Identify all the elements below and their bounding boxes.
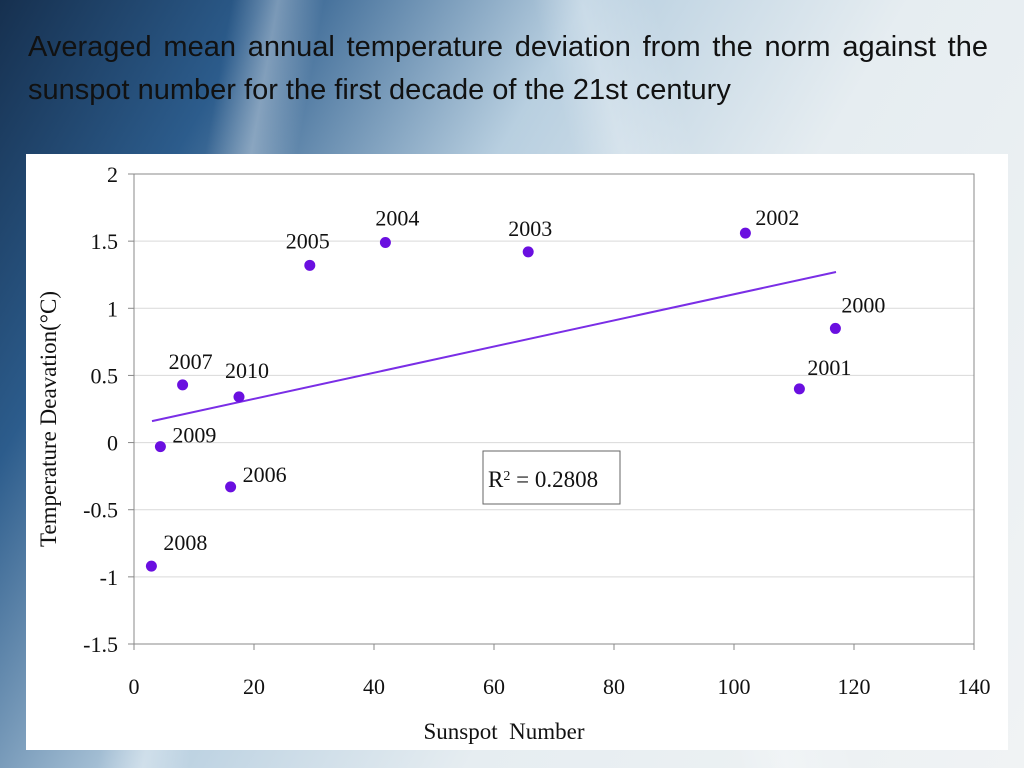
data-point-2001 [793,383,805,395]
point-label-2008: 2008 [163,530,207,555]
x-tick-label: 120 [838,674,871,699]
r-squared-label: R2 = 0.2808 [488,467,598,492]
scatter-chart: -1.5 -1 -0.5 0 0.5 1 1.5 2 0 20 40 60 80 100 120 140 2… [36,162,991,744]
point-label-2007: 2007 [169,349,213,374]
point-label-2002: 2002 [755,205,799,230]
data-points: 2000 2001 2002 2003 2004 2005 2006 2007 2008 2009… [145,205,885,572]
r-squared-annotation: R2 = 0.2808 [482,450,621,505]
y-axis-ticks: -1.5 -1 -0.5 0 0.5 1 1.5 2 [83,162,134,657]
data-point-2003 [522,246,534,258]
data-point-2008 [145,560,157,572]
y-tick-label: 0.5 [91,363,119,388]
r-squared-box [482,450,621,505]
y-tick-label: -1 [100,565,118,590]
point-label-2010: 2010 [225,358,269,383]
point-label-2001: 2001 [807,355,851,380]
x-tick-label: 100 [718,674,751,699]
point-label-2006: 2006 [243,462,287,487]
data-point-2010 [233,391,245,403]
slide-title: Averaged mean annual temperature deviati… [28,31,988,106]
data-point-2000 [829,322,841,334]
x-tick-label: 40 [363,674,385,699]
point-label-2005: 2005 [286,228,330,253]
data-point-2007 [177,379,189,391]
y-axis-label: Temperature Deavation(°C) [36,291,61,547]
point-label-2000: 2000 [841,292,885,317]
point-label-2009: 2009 [172,423,216,448]
r-squared-value: = 0.2808 [510,467,598,492]
x-tick-label: 140 [958,674,991,699]
data-point-2005 [304,259,316,271]
y-tick-label: 0 [107,431,118,456]
y-tick-label: 2 [107,162,118,187]
trendline [151,271,837,423]
data-point-2009 [154,441,166,453]
x-tick-label: 0 [129,674,140,699]
data-point-2004 [379,236,391,248]
r-squared-exponent: 2 [503,469,510,484]
y-tick-label: -1.5 [83,632,118,657]
x-axis-ticks: 0 20 40 60 80 100 120 140 [129,644,991,699]
x-tick-label: 60 [483,674,505,699]
x-tick-label: 20 [243,674,265,699]
data-point-2006 [225,481,237,493]
point-label-2003: 2003 [508,216,552,241]
y-tick-label: 1.5 [91,229,119,254]
grid-lines [134,173,974,645]
point-label-2004: 2004 [375,205,419,230]
chart-panel: -1.5 -1 -0.5 0 0.5 1 1.5 2 0 20 40 60 80 100 120 140 2… [26,154,1008,750]
y-tick-label: -0.5 [83,498,118,523]
plot-frame [133,173,975,645]
x-axis-label: Sunspot Number [424,719,585,744]
x-tick-label: 80 [603,674,625,699]
y-tick-label: 1 [107,296,118,321]
data-point-2002 [739,227,751,239]
r-squared-r: R [488,467,504,492]
